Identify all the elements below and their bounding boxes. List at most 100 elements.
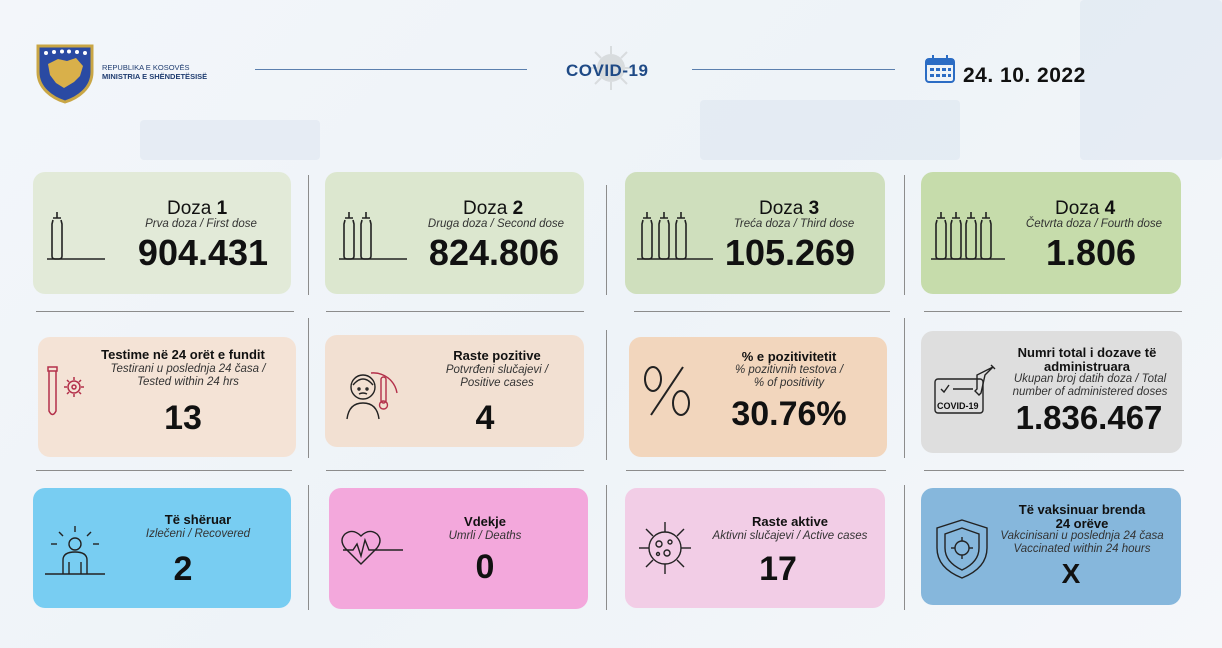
vaccinated-24h-heading-1: Të vaksinuar brenda xyxy=(1018,502,1146,517)
header-divider-left xyxy=(255,69,527,70)
recovered-subtitle: Izlečeni / Recovered xyxy=(145,528,251,540)
vertical-divider xyxy=(904,175,905,295)
dose-1-value: 904.431 xyxy=(137,232,269,273)
horizontal-divider xyxy=(924,311,1182,312)
positivity-heading: % e pozitivitetit xyxy=(741,349,837,364)
positive-cases-subtitle-1: Potvrđeni slučajevi / xyxy=(445,364,549,376)
ministry-line1: REPUBLIKA E KOSOVËS xyxy=(102,63,190,72)
recovered-value: 2 xyxy=(173,550,193,588)
dose-title-text: Doza xyxy=(759,198,804,219)
deaths-subtitle: Umrli / Deaths xyxy=(448,530,522,542)
shield-vaccine-icon xyxy=(936,519,988,579)
dose-2-card: Doza 2 Druga doza / Second dose 824.806 xyxy=(325,172,584,294)
vertical-divider xyxy=(606,185,607,295)
dose-number: 1 xyxy=(216,198,228,219)
heart-rate-icon xyxy=(341,530,403,565)
ministry-line2: MINISTRIA E SHËNDETËSISË xyxy=(102,72,208,81)
positive-cases-value: 4 xyxy=(475,399,495,437)
active-cases-value: 17 xyxy=(759,550,797,588)
tests-subtitle-2: Tested within 24 hrs xyxy=(137,376,239,388)
covid-19-label: COVID-19 xyxy=(937,401,979,411)
dose-number: 2 xyxy=(512,198,524,219)
dose-title-text: Doza xyxy=(1055,198,1100,219)
vaccine-certificate-icon xyxy=(934,364,996,414)
dose-2-value: 824.806 xyxy=(428,232,560,273)
header-divider-right xyxy=(692,69,895,70)
recovered-heading: Të shëruar xyxy=(164,512,232,527)
calendar-icon xyxy=(925,55,955,83)
test-tube-icon xyxy=(47,366,84,416)
active-cases-subtitle: Aktivni slučajevi / Active cases xyxy=(712,530,868,542)
deaths-heading: Vdekje xyxy=(464,514,506,529)
dose-3-title: Doza 3 xyxy=(759,198,819,220)
recovered-person-icon xyxy=(45,526,105,575)
positivity-card: % e pozitivitetit % pozitivnih testova /… xyxy=(629,337,887,457)
deaths-card: Vdekje Umrli / Deaths 0 xyxy=(329,488,588,609)
dose-2-subtitle: Druga doza / Second dose xyxy=(427,218,565,230)
total-doses-value: 1.836.467 xyxy=(1015,399,1163,436)
tests-subtitle-1: Testirani u poslednja 24 časa / xyxy=(110,363,266,375)
total-doses-subtitle-1: Ukupan broj datih doza / Total xyxy=(1013,373,1167,385)
deaths-value: 0 xyxy=(475,548,495,586)
dose-1-card: Doza 1 Prva doza / First dose 904.431 xyxy=(33,172,291,294)
active-cases-heading: Raste aktive xyxy=(752,514,828,529)
vertical-divider xyxy=(308,485,309,610)
dose-title-text: Doza xyxy=(167,198,212,219)
positivity-value: 30.76% xyxy=(731,395,847,433)
total-doses-card: COVID-19 Numri total i dozave të adminis… xyxy=(921,331,1182,453)
positive-cases-subtitle-2: Positive cases xyxy=(460,377,534,389)
ministry-name: REPUBLIKA E KOSOVËS MINISTRIA E SHËNDETË… xyxy=(102,63,207,81)
page-title: COVID-19 xyxy=(566,61,649,80)
vaccinated-24h-subtitle-2: Vaccinated within 24 hours xyxy=(1013,543,1151,555)
horizontal-divider xyxy=(326,311,584,312)
vials-icon xyxy=(339,212,407,260)
dose-1-subtitle: Prva doza / First dose xyxy=(145,218,257,230)
vaccinated-24h-heading-2: 24 orëve xyxy=(1055,516,1109,531)
virus-icon xyxy=(639,522,691,574)
horizontal-divider xyxy=(924,470,1184,471)
positive-cases-heading: Raste pozitive xyxy=(453,348,541,363)
vial-icon xyxy=(47,212,105,260)
vertical-divider xyxy=(606,330,607,460)
vaccinated-24h-subtitle-1: Vakcinisani u poslednja 24 časa xyxy=(1000,530,1164,542)
dose-4-value: 1.806 xyxy=(1045,232,1137,273)
horizontal-divider xyxy=(36,470,292,471)
background-decoration xyxy=(140,120,320,160)
virus-icon xyxy=(589,46,633,90)
positive-cases-card: Raste pozitive Potvrđeni slučajevi / Pos… xyxy=(325,335,584,447)
dose-3-value: 105.269 xyxy=(724,232,856,273)
dose-number: 4 xyxy=(1104,198,1116,219)
positivity-subtitle-1: % pozitivnih testova / xyxy=(734,364,844,376)
report-date: 24. 10. 2022 xyxy=(963,64,1086,87)
vertical-divider xyxy=(308,318,309,458)
dose-3-card: Doza 3 Treća doza / Third dose 105.269 xyxy=(625,172,885,294)
total-doses-subtitle-2: number of administered doses xyxy=(1012,386,1168,398)
dose-number: 3 xyxy=(808,198,820,219)
kosovo-coat-of-arms-logo xyxy=(36,44,94,104)
dose-4-subtitle: Četvrta doza / Fourth dose xyxy=(1025,218,1163,230)
dose-1-title: Doza 1 xyxy=(167,198,227,220)
total-doses-heading-1: Numri total i dozave të xyxy=(1017,345,1157,360)
vials-icon xyxy=(637,212,713,260)
vaccinated-24h-card: Të vaksinuar brenda 24 orëve Vakcinisani… xyxy=(921,488,1181,605)
tests-value: 13 xyxy=(164,399,202,437)
vertical-divider xyxy=(904,318,905,458)
dose-title-text: Doza xyxy=(463,198,508,219)
background-decoration xyxy=(700,100,960,160)
dose-3-subtitle: Treća doza / Third dose xyxy=(733,218,855,230)
percent-icon xyxy=(644,366,690,416)
vaccinated-24h-value: X xyxy=(1061,558,1081,589)
recovered-card: Të shëruar Izlečeni / Recovered 2 xyxy=(33,488,291,608)
vertical-divider xyxy=(308,175,309,295)
active-cases-card: Raste aktive Aktivni slučajevi / Active … xyxy=(625,488,885,608)
background-decoration xyxy=(1080,0,1222,160)
tests-heading: Testime në 24 orët e fundit xyxy=(101,347,265,362)
tests-card: Testime në 24 orët e fundit Testirani u … xyxy=(38,337,296,457)
horizontal-divider xyxy=(634,311,890,312)
dose-2-title: Doza 2 xyxy=(463,198,523,220)
positivity-subtitle-2: % of positivity xyxy=(753,377,825,389)
vials-icon xyxy=(931,212,1005,260)
horizontal-divider xyxy=(626,470,886,471)
horizontal-divider xyxy=(36,311,294,312)
horizontal-divider xyxy=(326,470,584,471)
